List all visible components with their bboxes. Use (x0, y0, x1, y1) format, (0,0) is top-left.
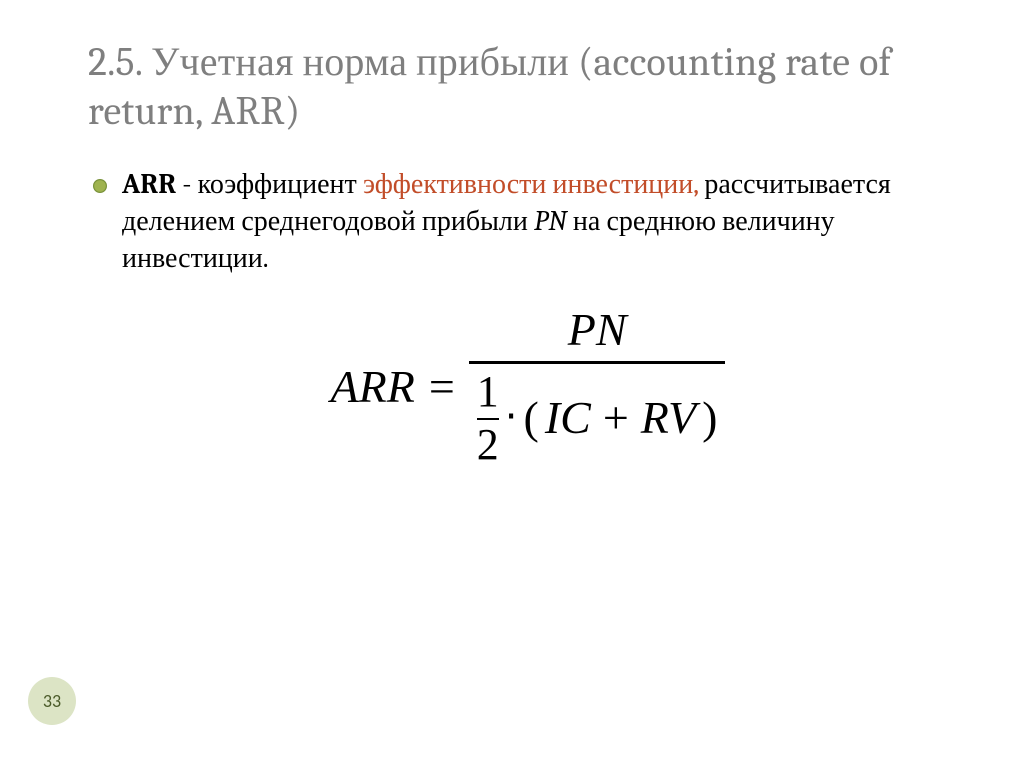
bullet-text: ARR - коэффициент эффективности инвестиц… (122, 166, 964, 277)
dash: - (176, 168, 198, 200)
open-paren: ( (523, 394, 538, 442)
slide: 2.5. Учетная норма прибыли (accounting r… (0, 0, 1024, 767)
bullet-icon (92, 178, 108, 194)
main-fraction: PN 1 2 ⋅ ( IC + (469, 302, 726, 471)
half-bot: 2 (477, 423, 499, 468)
denominator: 1 2 ⋅ ( IC + RV ) (469, 366, 726, 472)
multiply-dot: ⋅ (505, 397, 518, 441)
fraction-bar (469, 361, 726, 364)
term-ic: IC (545, 394, 591, 442)
accent-phrase: эффективности инвестиции, (363, 168, 698, 200)
arr-abbrev: ARR (122, 168, 176, 200)
equals-sign: = (429, 360, 455, 413)
text-1: коэффициент (198, 168, 363, 200)
bullet-item: ARR - коэффициент эффективности инвестиц… (92, 166, 964, 277)
arr-formula: ARR = PN 1 2 ⋅ ( (331, 302, 726, 471)
formula-lhs: ARR (331, 360, 415, 413)
slide-title: 2.5. Учетная норма прибыли (accounting r… (88, 38, 964, 136)
formula-area: ARR = PN 1 2 ⋅ ( (92, 302, 964, 471)
term-rv: RV (641, 394, 696, 442)
one-half: 1 2 (477, 370, 499, 468)
pn-var: PN (534, 205, 567, 237)
page-number-badge: 33 (28, 677, 76, 725)
half-top: 1 (477, 370, 499, 415)
numerator: PN (560, 302, 635, 358)
plus-sign: + (597, 394, 635, 442)
page-number: 33 (43, 690, 61, 712)
close-paren: ) (702, 394, 717, 442)
slide-body: ARR - коэффициент эффективности инвестиц… (88, 166, 964, 472)
